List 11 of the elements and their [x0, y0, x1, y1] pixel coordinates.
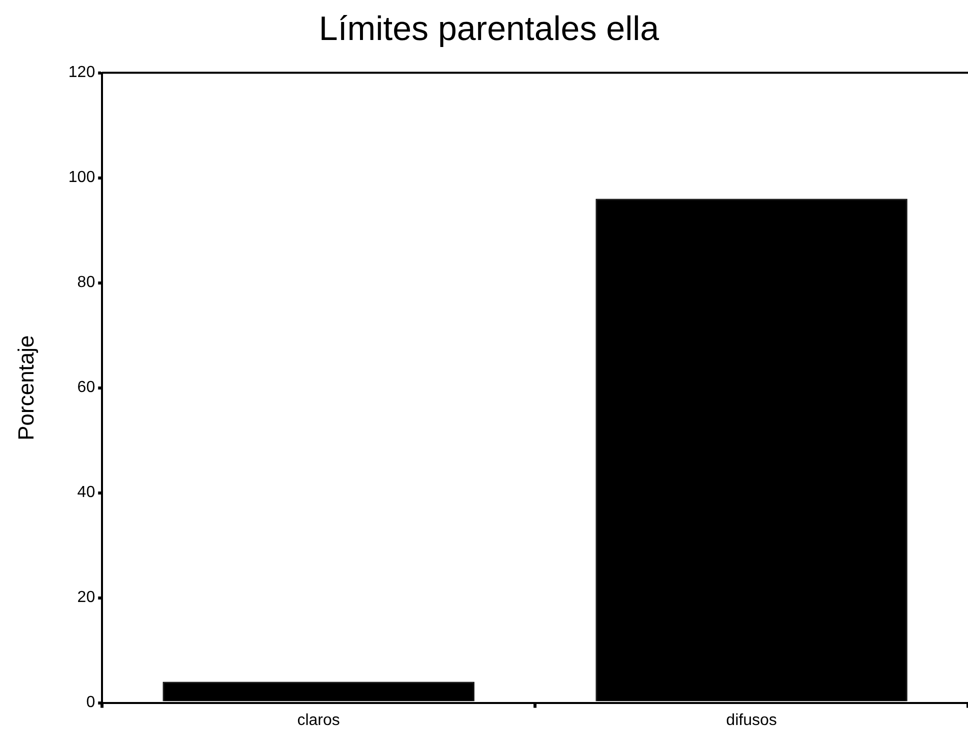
y-tick-label: 0: [86, 694, 96, 712]
y-tick-label: 100: [68, 169, 96, 186]
y-tick-label: 120: [68, 64, 96, 82]
chart-title: Límites parentales ella: [318, 10, 660, 48]
x-tick-label: claros: [297, 712, 340, 729]
y-tick-label: 40: [77, 484, 96, 502]
y-tick-label: 20: [77, 589, 96, 606]
y-tick-label: 60: [77, 379, 96, 396]
y-tick-label: 80: [77, 274, 96, 292]
x-tick-label: difusos: [726, 712, 777, 729]
y-axis-title: Porcentaje: [13, 335, 38, 440]
